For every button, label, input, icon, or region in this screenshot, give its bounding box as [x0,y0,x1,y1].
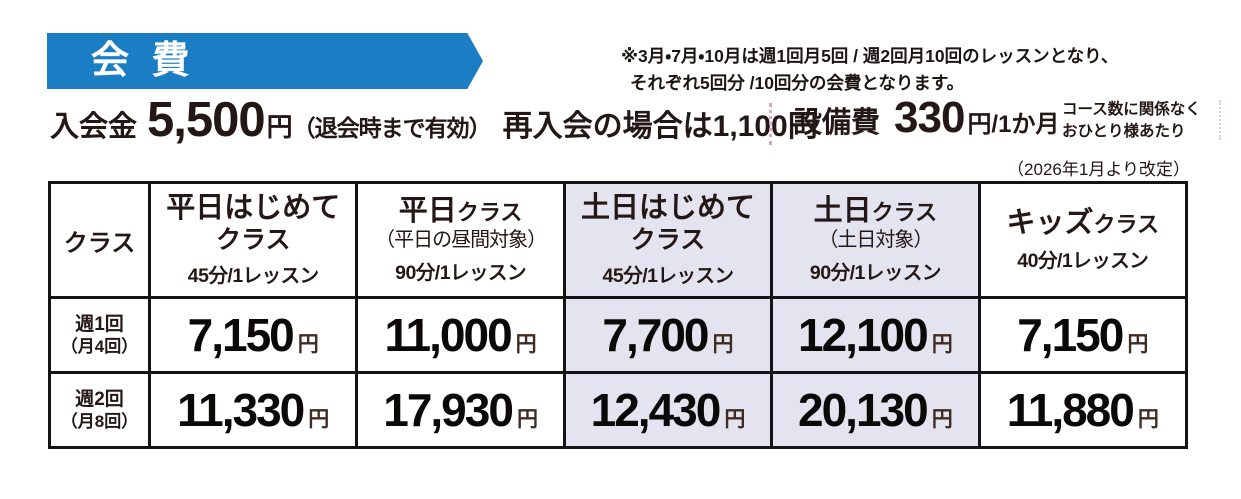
section-title: 会 費 [91,40,196,82]
lesson-count-note: ※3月・7月・10月は週1回月5回 / 週2回月10回のレッスンとなり、 それぞ… [621,43,1118,97]
facility-fee-unit: 円/1か月 [967,111,1060,138]
section-banner: 会 費 [47,33,483,89]
readmission-fee-text: 再入会の場合は1,100円 [502,110,818,143]
yen-unit: 円 [1127,333,1149,356]
class-subtitle: （土日対象） [818,229,933,252]
class-title: 土日はじめて [580,191,755,224]
yen-unit: 円 [516,408,538,431]
admission-fee-label: 入会金 [50,111,138,143]
corner-header-class: クラス [48,181,151,299]
admission-fee-amount: 5,500 [147,93,266,147]
price-cell: 17,930 円 [355,371,566,449]
facility-fee-note-line1: コース数に関係なく [1062,101,1201,118]
price-cell: 11,000 円 [355,296,566,374]
column-header-weekday-beginner: 平日はじめて クラス 45分/1レッスン [147,181,359,299]
price-cell: 11,330 円 [147,371,359,449]
revision-note: （2026年1月より改定） [1007,160,1190,179]
class-subtitle: （平日の昼間対象） [375,229,547,252]
admission-fee-line: 入会金 5,500 円 （退会時まで有効） 再入会の場合は1,100円 [50,96,818,145]
facility-fee-note: コース数に関係なく おひとり様あたり [1062,99,1201,142]
facility-fee-label: 設備費 [793,107,881,139]
yen-unit: 円 [712,333,734,356]
price-cell: 12,430 円 [562,371,774,449]
class-title: 土日クラス [813,194,938,227]
admission-fee-unit: 円 [266,112,293,142]
facility-fee-amount: 330 [894,93,965,142]
price-cell: 11,880 円 [977,371,1189,449]
lesson-duration: 45分/1レッスン [602,265,734,288]
admission-fee-validity: （退会時まで有効） [292,115,492,141]
column-header-weekday: 平日クラス （平日の昼間対象） 90分/1レッスン [355,181,566,299]
lesson-duration: 90分/1レッスン [809,262,941,285]
price-cell: 7,700 円 [562,296,774,374]
column-header-weekend-beginner: 土日はじめて クラス 45分/1レッスン [562,181,774,299]
price-cell: 12,100 円 [770,296,981,374]
price-cell: 7,150 円 [977,296,1189,374]
price-table: クラス 平日はじめて クラス 45分/1レッスン 平日クラス （平日の昼間対象）… [48,181,1189,449]
yen-unit: 円 [724,408,746,431]
dotted-divider [769,103,772,145]
table-row-weekly-once: 週1回 （月4回） 7,150 円 11,000 円 7,700 円 12,100 円 … [48,296,1189,374]
yen-unit: 円 [515,333,537,356]
facility-fee-note-line2: おひとり様あたり [1062,122,1186,140]
dotted-divider-right [1219,100,1221,140]
lesson-count-note-line1: ※3月・7月・10月は週1回月5回 / 週2回月10回のレッスンとなり、 [621,46,1119,66]
yen-unit: 円 [931,333,953,356]
lesson-duration: 40分/1レッスン [1017,250,1149,273]
column-header-kids: キッズクラス 40分/1レッスン [977,181,1189,299]
price-cell: 20,130 円 [770,371,981,449]
yen-unit: 円 [297,333,319,356]
facility-fee-line: 設備費 330 円/1か月 [793,96,1059,141]
table-header-row: クラス 平日はじめて クラス 45分/1レッスン 平日クラス （平日の昼間対象）… [48,181,1189,299]
lesson-count-note-line2: それぞれ5回分 /10回分の会費となります。 [630,73,965,94]
lesson-duration: 45分/1レッスン [187,265,319,288]
row-header-weekly-twice: 週2回 （月8回） [48,371,151,449]
price-cell: 7,150 円 [147,296,359,374]
class-title: キッズクラス [1006,206,1160,239]
class-subtitle: クラス [630,226,706,255]
yen-unit: 円 [1137,408,1159,431]
class-subtitle: クラス [215,226,291,255]
table-row-weekly-twice: 週2回 （月8回） 11,330 円 17,930 円 12,430 円 20,130… [48,371,1189,449]
lesson-duration: 90分/1レッスン [395,262,527,285]
column-header-weekend: 土日クラス （土日対象） 90分/1レッスン [770,181,981,299]
class-title: 平日はじめて [166,191,341,224]
row-header-weekly-once: 週1回 （月4回） [48,296,151,374]
yen-unit: 円 [308,408,330,431]
class-title: 平日クラス [398,194,523,227]
yen-unit: 円 [931,408,953,431]
